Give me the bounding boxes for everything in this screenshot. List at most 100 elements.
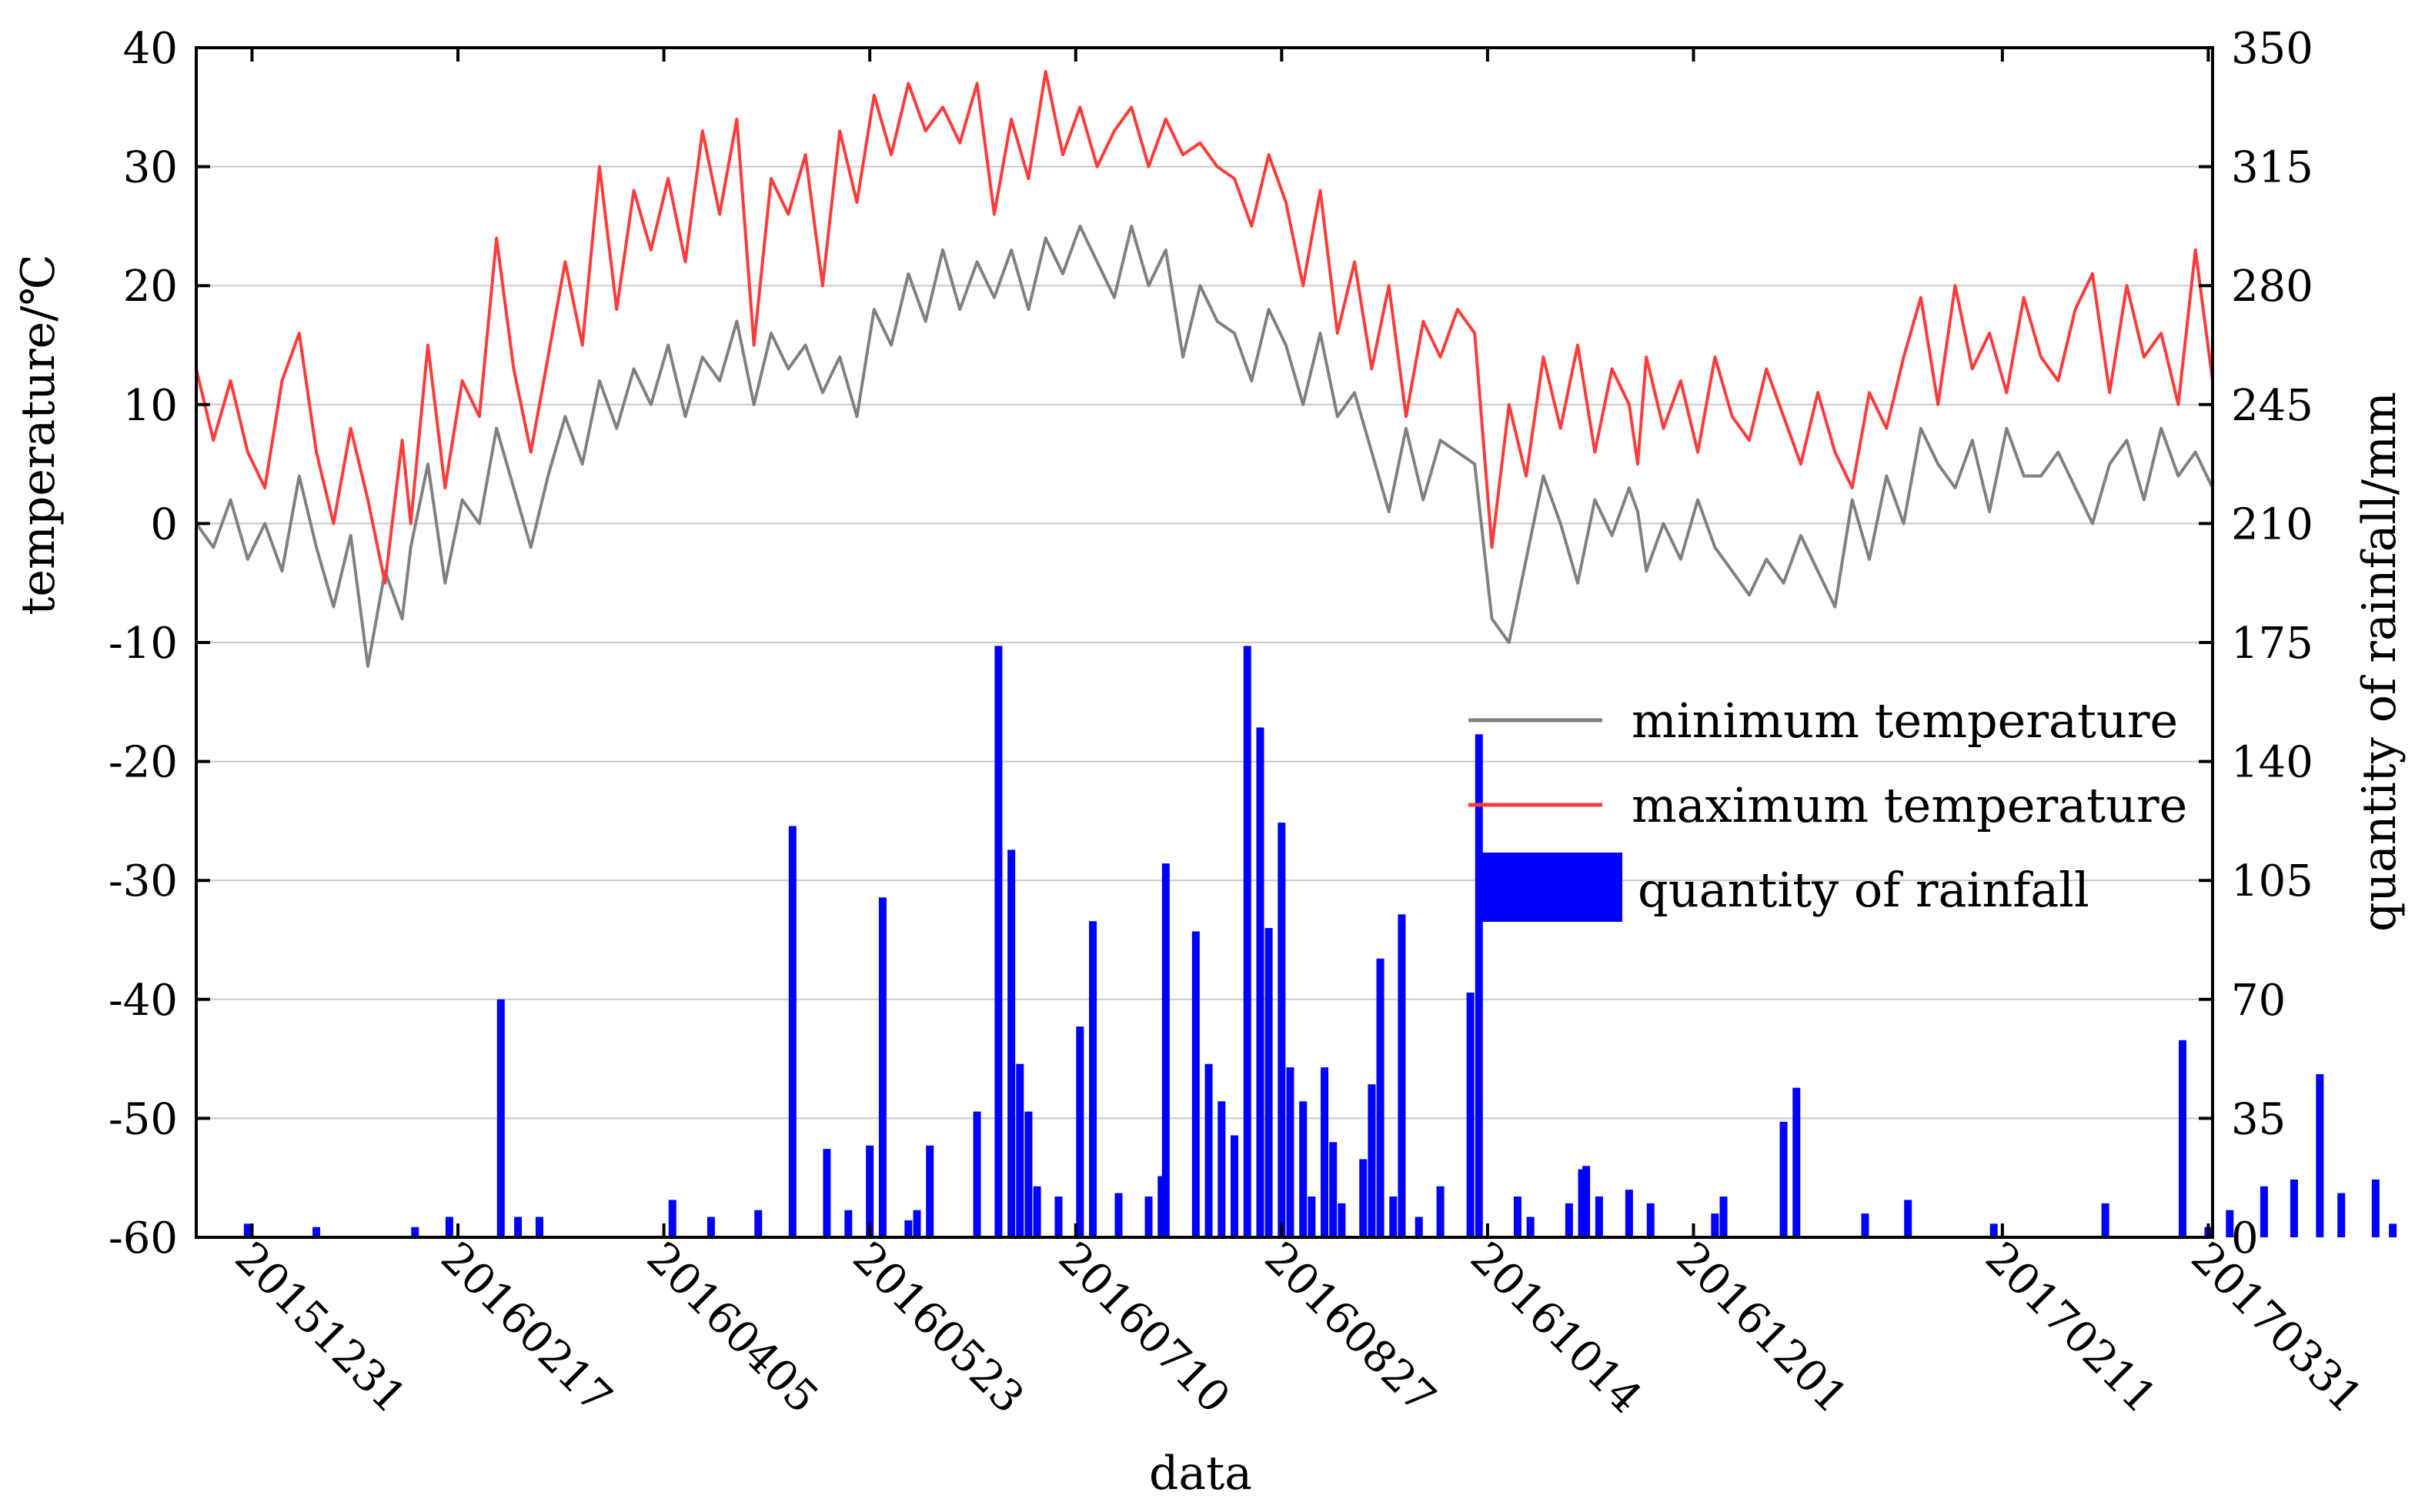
rainfall-bar <box>754 1210 763 1237</box>
rainfall-bar <box>1089 921 1097 1237</box>
y-right-tick-label: 280 <box>2231 262 2313 312</box>
y-left-tick-label: 30 <box>123 143 178 193</box>
rainfall-bar <box>1526 1217 1535 1237</box>
rainfall-bar <box>1256 727 1264 1237</box>
rainfall-bar <box>1278 823 1286 1237</box>
rainfall-bar <box>1595 1196 1603 1237</box>
x-tick-label: 20161201 <box>1667 1233 1858 1424</box>
x-tick-label: 20160217 <box>431 1233 622 1424</box>
rainfall-bar <box>1565 1203 1573 1237</box>
rainfall-bar <box>913 1210 921 1237</box>
rainfall-bar <box>926 1145 934 1237</box>
max-temperature-line <box>195 69 2214 585</box>
rainfall-bar <box>1024 1111 1033 1237</box>
gridlines <box>196 165 2213 1120</box>
rainfall-bar <box>1989 1223 1998 1237</box>
y-left-tick-label: 40 <box>123 24 178 74</box>
rainfall-bar <box>1204 1063 1213 1237</box>
rainfall-bar <box>2101 1203 2109 1237</box>
rainfall-bar <box>904 1220 913 1237</box>
rainfall-bar <box>2389 1223 2397 1237</box>
y-right-tick-label: 350 <box>2231 24 2313 74</box>
rainfall-bar <box>1466 992 1475 1237</box>
y-left-tick-label: -50 <box>109 1094 178 1144</box>
x-tick-label: 20151231 <box>225 1233 416 1424</box>
rainfall-bar <box>535 1217 543 1237</box>
rainfall-bar <box>2371 1179 2380 1237</box>
rainfall-bar <box>1625 1190 1633 1237</box>
x-tick-label: 20170331 <box>2182 1233 2373 1424</box>
rainfall-bar <box>1264 928 1273 1237</box>
rainfall-bar <box>2260 1186 2268 1237</box>
rainfall-bar <box>1861 1213 1869 1237</box>
y-left-tick-label: -40 <box>109 976 178 1026</box>
x-tick-label: 20160827 <box>1254 1233 1445 1424</box>
rainfall-bar <box>1243 646 1251 1237</box>
rainfall-bar <box>445 1217 453 1237</box>
rainfall-bar <box>1513 1196 1521 1237</box>
rainfall-bar <box>866 1145 874 1237</box>
x-tick-label: 20160523 <box>843 1233 1034 1424</box>
rainfall-bar <box>243 1223 252 1237</box>
rainfall-bar <box>844 1210 853 1237</box>
rainfall-bar <box>668 1200 676 1237</box>
rainfall-bar <box>1218 1101 1226 1237</box>
y-right-tick-label: 210 <box>2231 499 2313 549</box>
rainfall-bar <box>1376 958 1385 1237</box>
rainfall-bar <box>1016 1063 1024 1237</box>
y-right-tick-label: 140 <box>2231 738 2313 788</box>
plot-frame <box>195 46 2214 1239</box>
temperature-lines <box>195 69 2214 668</box>
rainfall-bar <box>1286 1067 1294 1237</box>
x-tick-label: 20160710 <box>1049 1233 1240 1424</box>
y-left-tick-label: -60 <box>109 1213 178 1263</box>
rainfall-bar <box>1368 1084 1376 1237</box>
rainfall-bar <box>1033 1186 1041 1237</box>
y-axis-right-title: quantity of rainfall/mm <box>2353 392 2407 932</box>
rainfall-bar <box>1321 1067 1329 1237</box>
legend-min-temp-label: minimum temperature <box>1632 693 2178 749</box>
rainfall-bar <box>1646 1203 1655 1237</box>
legend-rain-swatch <box>1476 853 1622 922</box>
rainfall-bar <box>1308 1196 1316 1237</box>
rainfall-bar <box>1329 1142 1338 1237</box>
rainfall-bar <box>1779 1121 1788 1237</box>
rainfall-bar <box>2226 1210 2234 1237</box>
rainfall-bar <box>1398 914 1406 1237</box>
rainfall-bar <box>312 1227 321 1237</box>
y-left-tick-label: 0 <box>150 499 178 549</box>
axes <box>195 46 2214 1239</box>
rainfall-bar <box>706 1217 715 1237</box>
x-tick-label: 20161014 <box>1461 1233 1652 1424</box>
y-left-tick-label: 20 <box>123 262 178 312</box>
rainfall-bar <box>1161 863 1170 1237</box>
rainfall-bar <box>878 897 887 1237</box>
rainfall-bar <box>973 1111 981 1237</box>
min-temperature-line <box>195 224 2214 668</box>
rainfall-bar <box>1436 1186 1445 1237</box>
rainfall-bar <box>1582 1166 1591 1237</box>
rainfall-bar <box>1191 931 1200 1237</box>
x-axis-title: data <box>1149 1447 1252 1500</box>
rainfall-bar <box>2178 1040 2186 1237</box>
y-right-tick-label: 175 <box>2231 619 2313 669</box>
rainfall-bar <box>1076 1026 1084 1237</box>
rainfall-bar <box>994 646 1003 1237</box>
x-tick-label: 20160405 <box>637 1233 828 1424</box>
x-tick-label: 20170211 <box>1976 1233 2166 1424</box>
y-left-tick-label: -30 <box>109 856 178 906</box>
legend: minimum temperature maximum temperature … <box>1468 693 2187 922</box>
rainfall-bars <box>243 646 2397 1237</box>
rainfall-bar <box>1157 1176 1166 1237</box>
y-left-tick-label: 10 <box>123 381 178 431</box>
rainfall-bar <box>1114 1193 1123 1237</box>
rainfall-bar <box>496 999 505 1237</box>
y-right-tick-label: 35 <box>2231 1094 2286 1144</box>
rainfall-bar <box>1719 1196 1728 1237</box>
rainfall-bar <box>1389 1196 1398 1237</box>
legend-max-temp-label: maximum temperature <box>1632 777 2187 833</box>
rainfall-bar <box>1054 1196 1063 1237</box>
rainfall-bar <box>788 826 797 1237</box>
